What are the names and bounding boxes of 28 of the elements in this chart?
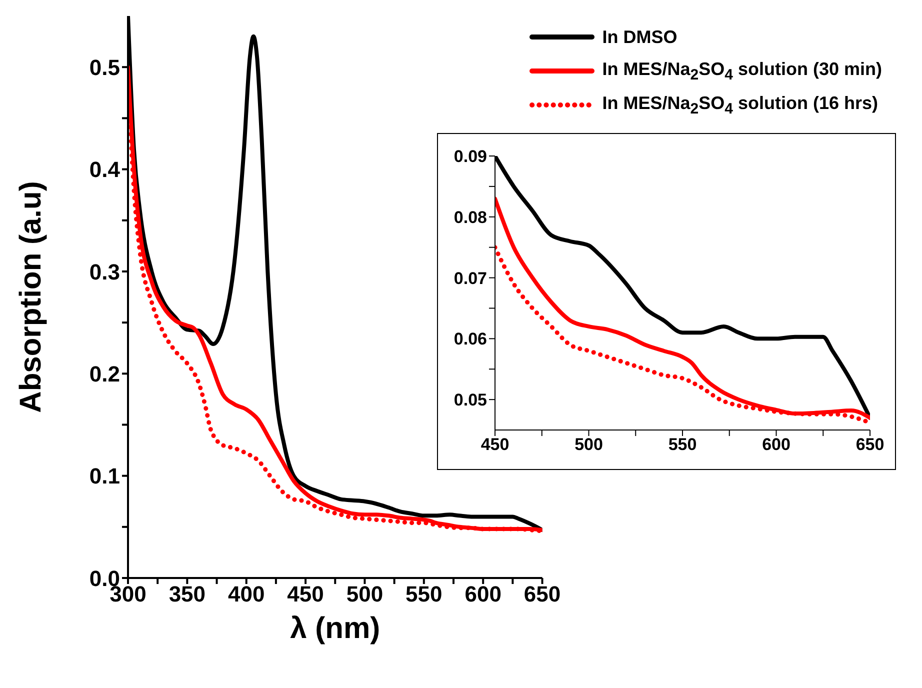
x-axis-title: λ (nm) bbox=[290, 612, 380, 645]
y-tick-label: 0.5 bbox=[89, 54, 120, 80]
legend-label: In MES/Na$_{2}$SO$_{4}$ solution (30 min) bbox=[602, 58, 882, 84]
y-tick-label: 0.06 bbox=[454, 330, 487, 349]
x-tick-label: 500 bbox=[346, 582, 384, 607]
legend-label: In MES/Na$_{2}$SO$_{4}$ solution (16 hrs) bbox=[602, 92, 878, 118]
x-tick-label: 650 bbox=[524, 582, 561, 607]
x-tick-label: 600 bbox=[464, 582, 502, 607]
x-tick-label: 450 bbox=[480, 435, 510, 454]
legend-label: In DMSO bbox=[602, 26, 678, 48]
y-tick-label: 0.05 bbox=[454, 390, 487, 410]
x-tick-label: 400 bbox=[228, 582, 265, 607]
x-tick-label: 550 bbox=[406, 582, 442, 607]
x-tick-label: 650 bbox=[856, 435, 884, 454]
line-series bbox=[495, 196, 870, 420]
y-tick-label: 0.3 bbox=[89, 259, 120, 284]
y-tick-label: 0.09 bbox=[454, 147, 487, 166]
y-tick-label: 0.2 bbox=[89, 361, 120, 386]
y-tick-label: 0.08 bbox=[454, 208, 487, 227]
y-tick-label: 0.1 bbox=[89, 464, 120, 489]
y-axis-title: Absorption (a.u) bbox=[14, 181, 48, 413]
x-tick-label: 350 bbox=[168, 582, 206, 607]
x-tick-label: 450 bbox=[287, 582, 324, 607]
x-tick-label: 500 bbox=[574, 435, 603, 454]
y-tick-label: 0.4 bbox=[89, 157, 121, 182]
y-tick-label: 0.07 bbox=[454, 268, 487, 288]
x-tick-label: 550 bbox=[668, 435, 697, 454]
x-tick-label: 600 bbox=[762, 435, 790, 454]
